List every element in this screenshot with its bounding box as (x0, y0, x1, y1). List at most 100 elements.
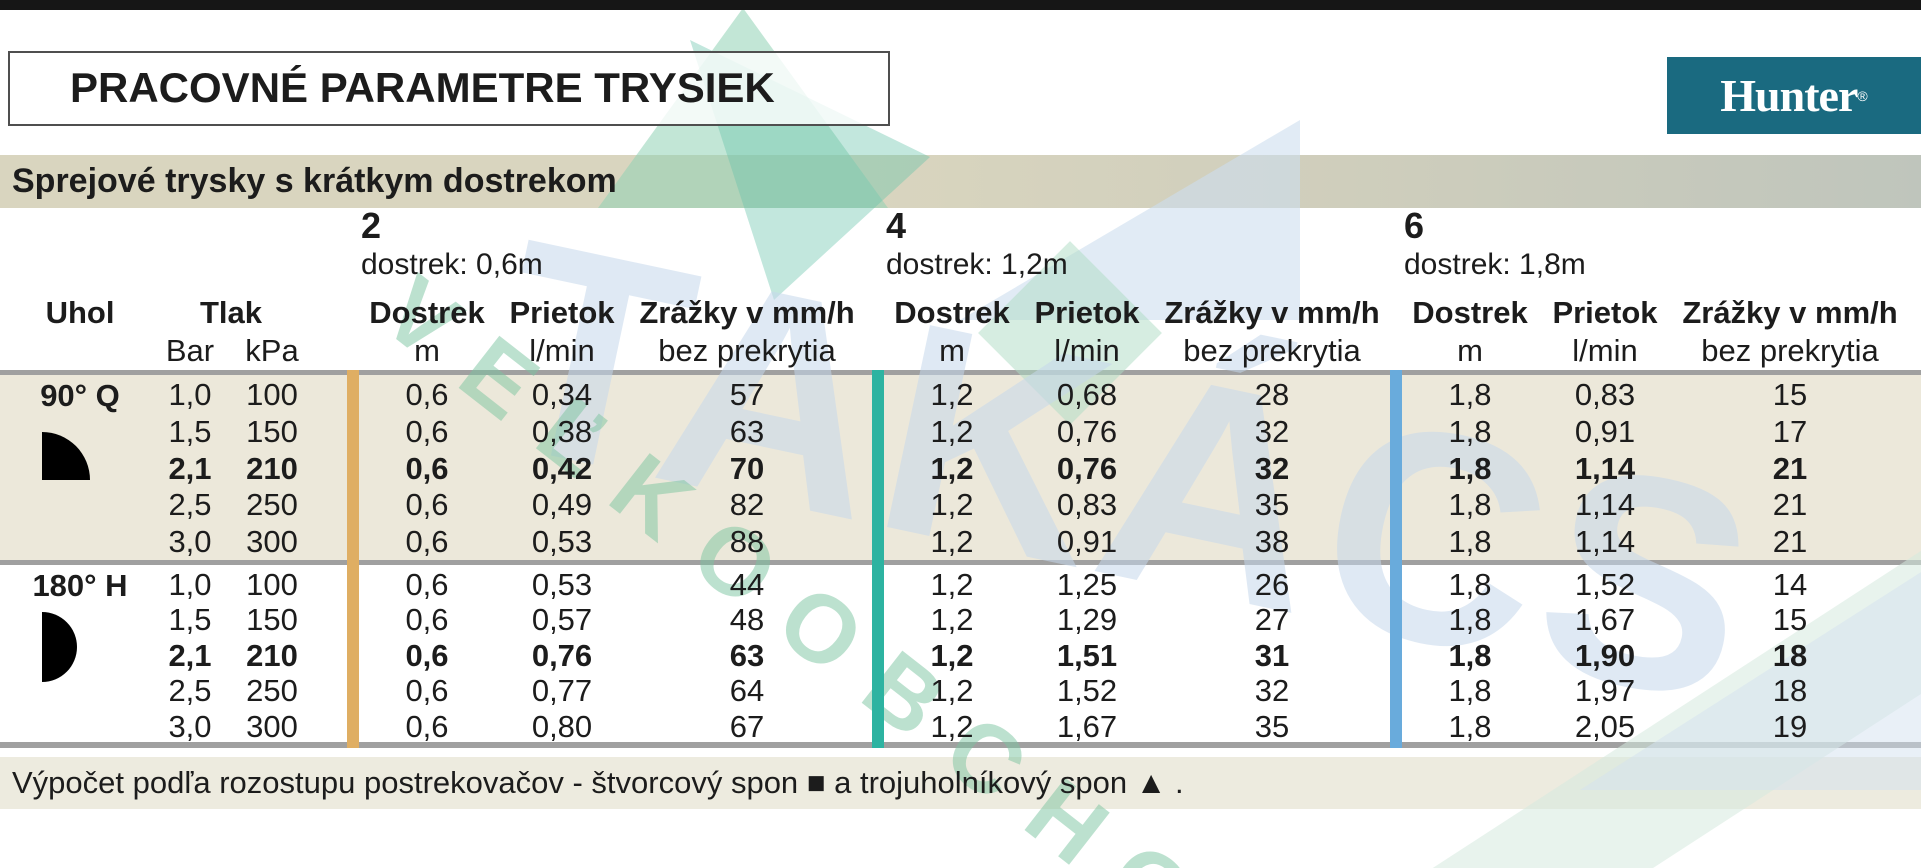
cell-dostrek: 1,8 (1448, 567, 1492, 602)
cell-prietok: 1,51 (1056, 637, 1118, 673)
cell-prietok: 1,67 (1056, 708, 1118, 744)
watermark-triangle-icon (960, 120, 1300, 320)
cell-dostrek: 1,8 (1448, 450, 1492, 486)
cell-zrazky: 32 (1254, 673, 1290, 709)
cell-zrazky: 44 (729, 567, 765, 602)
column-header-tlak: Tlak (199, 295, 263, 330)
column-header-bez-prekrytia: bez prekrytia (1183, 333, 1361, 368)
cell-dostrek: 1,2 (930, 673, 974, 709)
angle-label: 90° Q (40, 378, 120, 413)
cell-prietok: 0,53 (531, 567, 593, 602)
cell-zrazky: 19 (1772, 708, 1808, 744)
cell-zrazky: 32 (1254, 413, 1290, 449)
column-header-kpa: kPa (245, 333, 299, 368)
cell-kpa: 150 (246, 413, 298, 449)
nozzle-dostrek-label: dostrek: 1,2m (886, 248, 1068, 281)
cell-dostrek: 1,8 (1448, 524, 1492, 560)
cell-dostrek: 0,6 (405, 450, 449, 486)
cell-dostrek: 1,8 (1448, 673, 1492, 709)
registered-mark: ® (1857, 87, 1868, 104)
table-divider (0, 370, 1921, 375)
hunter-logo-text: Hunter (1720, 70, 1858, 121)
nozzle-dostrek-label: dostrek: 1,8m (1404, 248, 1586, 281)
column-header-bez-prekrytia: bez prekrytia (1701, 333, 1879, 368)
cell-prietok: 1,25 (1056, 567, 1118, 602)
nozzle-size-header: 4 (886, 205, 907, 246)
column-header-lmin: l/min (529, 333, 595, 368)
nozzle-dostrek-label: dostrek: 0,6m (361, 248, 543, 281)
cell-zrazky: 26 (1254, 567, 1290, 602)
cell-zrazky: 48 (729, 602, 765, 638)
cell-kpa: 250 (246, 487, 298, 523)
cell-bar: 1,0 (168, 567, 212, 602)
cell-dostrek: 1,2 (930, 487, 974, 523)
cell-kpa: 300 (246, 708, 298, 744)
cell-bar: 1,5 (168, 602, 212, 638)
cell-zrazky: 57 (729, 377, 765, 412)
column-header-prietok: Prietok (1552, 295, 1658, 330)
column-header-bar: Bar (165, 333, 215, 368)
column-header-dostrek: Dostrek (369, 295, 485, 330)
top-border-bar (0, 0, 1921, 10)
cell-zrazky: 35 (1254, 708, 1290, 744)
cell-prietok: 0,57 (531, 602, 593, 638)
cell-zrazky: 15 (1772, 377, 1808, 412)
cell-zrazky: 38 (1254, 524, 1290, 560)
cell-prietok: 0,53 (531, 524, 593, 560)
cell-zrazky: 82 (729, 487, 765, 523)
cell-zrazky: 63 (729, 413, 765, 449)
cell-kpa: 100 (246, 377, 298, 412)
cell-zrazky: 18 (1772, 637, 1808, 673)
cell-zrazky: 64 (729, 673, 765, 709)
cell-prietok: 1,90 (1574, 637, 1636, 673)
cell-dostrek: 1,2 (930, 708, 974, 744)
column-header-uhol: Uhol (45, 295, 115, 330)
cell-prietok: 0,83 (1574, 377, 1636, 412)
cell-prietok: 1,67 (1574, 602, 1636, 638)
nozzle-4-accent-bar (872, 370, 884, 748)
cell-dostrek: 1,8 (1448, 487, 1492, 523)
cell-dostrek: 1,8 (1448, 602, 1492, 638)
cell-zrazky: 63 (729, 637, 765, 673)
column-header-m: m (939, 333, 965, 368)
column-header-lmin: l/min (1572, 333, 1638, 368)
cell-prietok: 0,91 (1574, 413, 1636, 449)
cell-prietok: 1,14 (1574, 450, 1636, 486)
cell-prietok: 1,97 (1574, 673, 1636, 709)
cell-dostrek: 0,6 (405, 602, 449, 638)
cell-prietok: 0,76 (1056, 413, 1118, 449)
cell-prietok: 1,52 (1574, 567, 1636, 602)
cell-prietok: 1,52 (1056, 673, 1118, 709)
column-header-zrazky: Zrážky v mm/h (639, 295, 855, 330)
nozzle-size-header: 2 (361, 205, 382, 246)
column-header-m: m (1457, 333, 1483, 368)
cell-dostrek: 0,6 (405, 637, 449, 673)
column-header-prietok: Prietok (509, 295, 615, 330)
cell-dostrek: 1,2 (930, 377, 974, 412)
cell-dostrek: 1,2 (930, 637, 974, 673)
column-header-bez-prekrytia: bez prekrytia (658, 333, 836, 368)
column-header-zrazky: Zrážky v mm/h (1682, 295, 1898, 330)
page-title: PRACOVNÉ PARAMETRE TRYSIEK (70, 64, 775, 111)
cell-prietok: 0,80 (531, 708, 593, 744)
cell-prietok: 0,42 (531, 450, 593, 486)
cell-dostrek: 1,2 (930, 567, 974, 602)
cell-dostrek: 0,6 (405, 673, 449, 709)
cell-dostrek: 1,8 (1448, 413, 1492, 449)
column-header-dostrek: Dostrek (894, 295, 1010, 330)
cell-zrazky: 70 (729, 450, 765, 486)
cell-zrazky: 28 (1254, 377, 1290, 412)
cell-zrazky: 21 (1772, 450, 1808, 486)
cell-kpa: 210 (246, 637, 298, 673)
cell-dostrek: 1,8 (1448, 377, 1492, 412)
cell-zrazky: 14 (1772, 567, 1808, 602)
cell-zrazky: 17 (1772, 413, 1808, 449)
nozzle-size-header: 6 (1404, 205, 1425, 246)
column-header-zrazky: Zrážky v mm/h (1164, 295, 1380, 330)
angle-label: 180° H (32, 568, 128, 603)
cell-dostrek: 0,6 (405, 377, 449, 412)
cell-prietok: 0,38 (531, 413, 593, 449)
cell-prietok: 1,14 (1574, 487, 1636, 523)
column-header-prietok: Prietok (1034, 295, 1140, 330)
